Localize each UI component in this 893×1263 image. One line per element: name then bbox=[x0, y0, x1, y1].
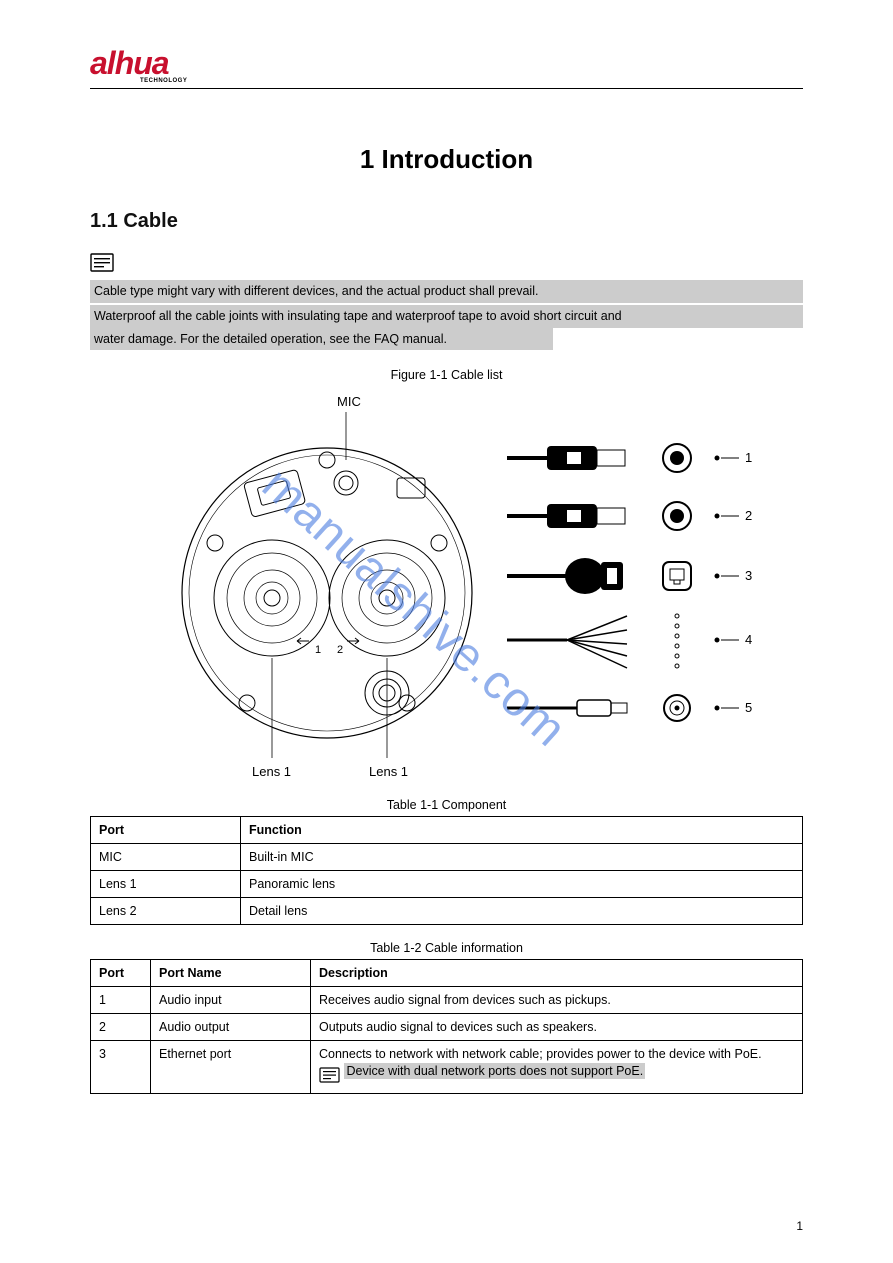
t1-head-func: Function bbox=[241, 817, 803, 844]
label-mic: MIC bbox=[337, 394, 361, 409]
t2-cell: 2 bbox=[91, 1014, 151, 1041]
svg-text:2: 2 bbox=[337, 644, 343, 656]
svg-text:1: 1 bbox=[315, 644, 321, 656]
table-row: 1 Audio input Receives audio signal from… bbox=[91, 987, 803, 1014]
table-row: Lens 2 Detail lens bbox=[91, 898, 803, 925]
t2-cell: Ethernet port bbox=[151, 1041, 311, 1094]
figure-diagram: MIC bbox=[90, 388, 803, 788]
t2-cell: Outputs audio signal to devices such as … bbox=[311, 1014, 803, 1041]
table-row: MIC Built-in MIC bbox=[91, 844, 803, 871]
t2-note-highlight: Device with dual network ports does not … bbox=[344, 1063, 645, 1079]
note-line-3: water damage. For the detailed operation… bbox=[90, 328, 553, 351]
callout-4: 4 bbox=[745, 632, 752, 647]
label-lens1: Lens 1 bbox=[252, 764, 291, 779]
table-row: Lens 1 Panoramic lens bbox=[91, 871, 803, 898]
note-line-1: Cable type might vary with different dev… bbox=[90, 280, 803, 303]
logo-text: alhua bbox=[90, 45, 169, 81]
section-title: 1.1 Cable bbox=[90, 210, 803, 233]
chapter-title: 1 Introduction bbox=[90, 144, 803, 175]
logo-subtext: TECHNOLOGY bbox=[140, 78, 803, 84]
t2-cell: 3 bbox=[91, 1041, 151, 1094]
table-components: Port Function MIC Built-in MIC Lens 1 Pa… bbox=[90, 816, 803, 925]
table-cable-info: Port Port Name Description 1 Audio input… bbox=[90, 959, 803, 1094]
t1-cell: Lens 2 bbox=[91, 898, 241, 925]
callout-2: 2 bbox=[745, 508, 752, 523]
t2-head-desc: Description bbox=[311, 960, 803, 987]
note-icon bbox=[319, 1067, 341, 1087]
table-row: 2 Audio output Outputs audio signal to d… bbox=[91, 1014, 803, 1041]
t1-cell: Detail lens bbox=[241, 898, 803, 925]
t2-cell: 1 bbox=[91, 987, 151, 1014]
header-divider bbox=[90, 88, 803, 89]
t1-cell: Panoramic lens bbox=[241, 871, 803, 898]
t2-desc-text: Connects to network with network cable; … bbox=[319, 1047, 794, 1061]
note-icon bbox=[90, 253, 116, 273]
label-lens2: Lens 1 bbox=[369, 764, 408, 779]
t2-cell-with-note: Connects to network with network cable; … bbox=[311, 1041, 803, 1094]
t2-head-port: Port bbox=[91, 960, 151, 987]
t2-head-name: Port Name bbox=[151, 960, 311, 987]
t2-cell: Receives audio signal from devices such … bbox=[311, 987, 803, 1014]
t1-cell: Lens 1 bbox=[91, 871, 241, 898]
table1-caption: Table 1-1 Component bbox=[90, 798, 803, 812]
figure-caption: Figure 1-1 Cable list bbox=[90, 368, 803, 382]
callout-1: 1 bbox=[745, 450, 752, 465]
t1-cell: Built-in MIC bbox=[241, 844, 803, 871]
table2-caption: Table 1-2 Cable information bbox=[90, 941, 803, 955]
page-number: 1 bbox=[796, 1219, 803, 1233]
brand-logo: alhua TECHNOLOGY bbox=[90, 45, 803, 84]
t1-head-port: Port bbox=[91, 817, 241, 844]
callout-3: 3 bbox=[745, 568, 752, 583]
callout-5: 5 bbox=[745, 700, 752, 715]
t2-cell: Audio input bbox=[151, 987, 311, 1014]
note-line-2: Waterproof all the cable joints with ins… bbox=[90, 305, 803, 328]
table-row: 3 Ethernet port Connects to network with… bbox=[91, 1041, 803, 1094]
t1-cell: MIC bbox=[91, 844, 241, 871]
t2-cell: Audio output bbox=[151, 1014, 311, 1041]
